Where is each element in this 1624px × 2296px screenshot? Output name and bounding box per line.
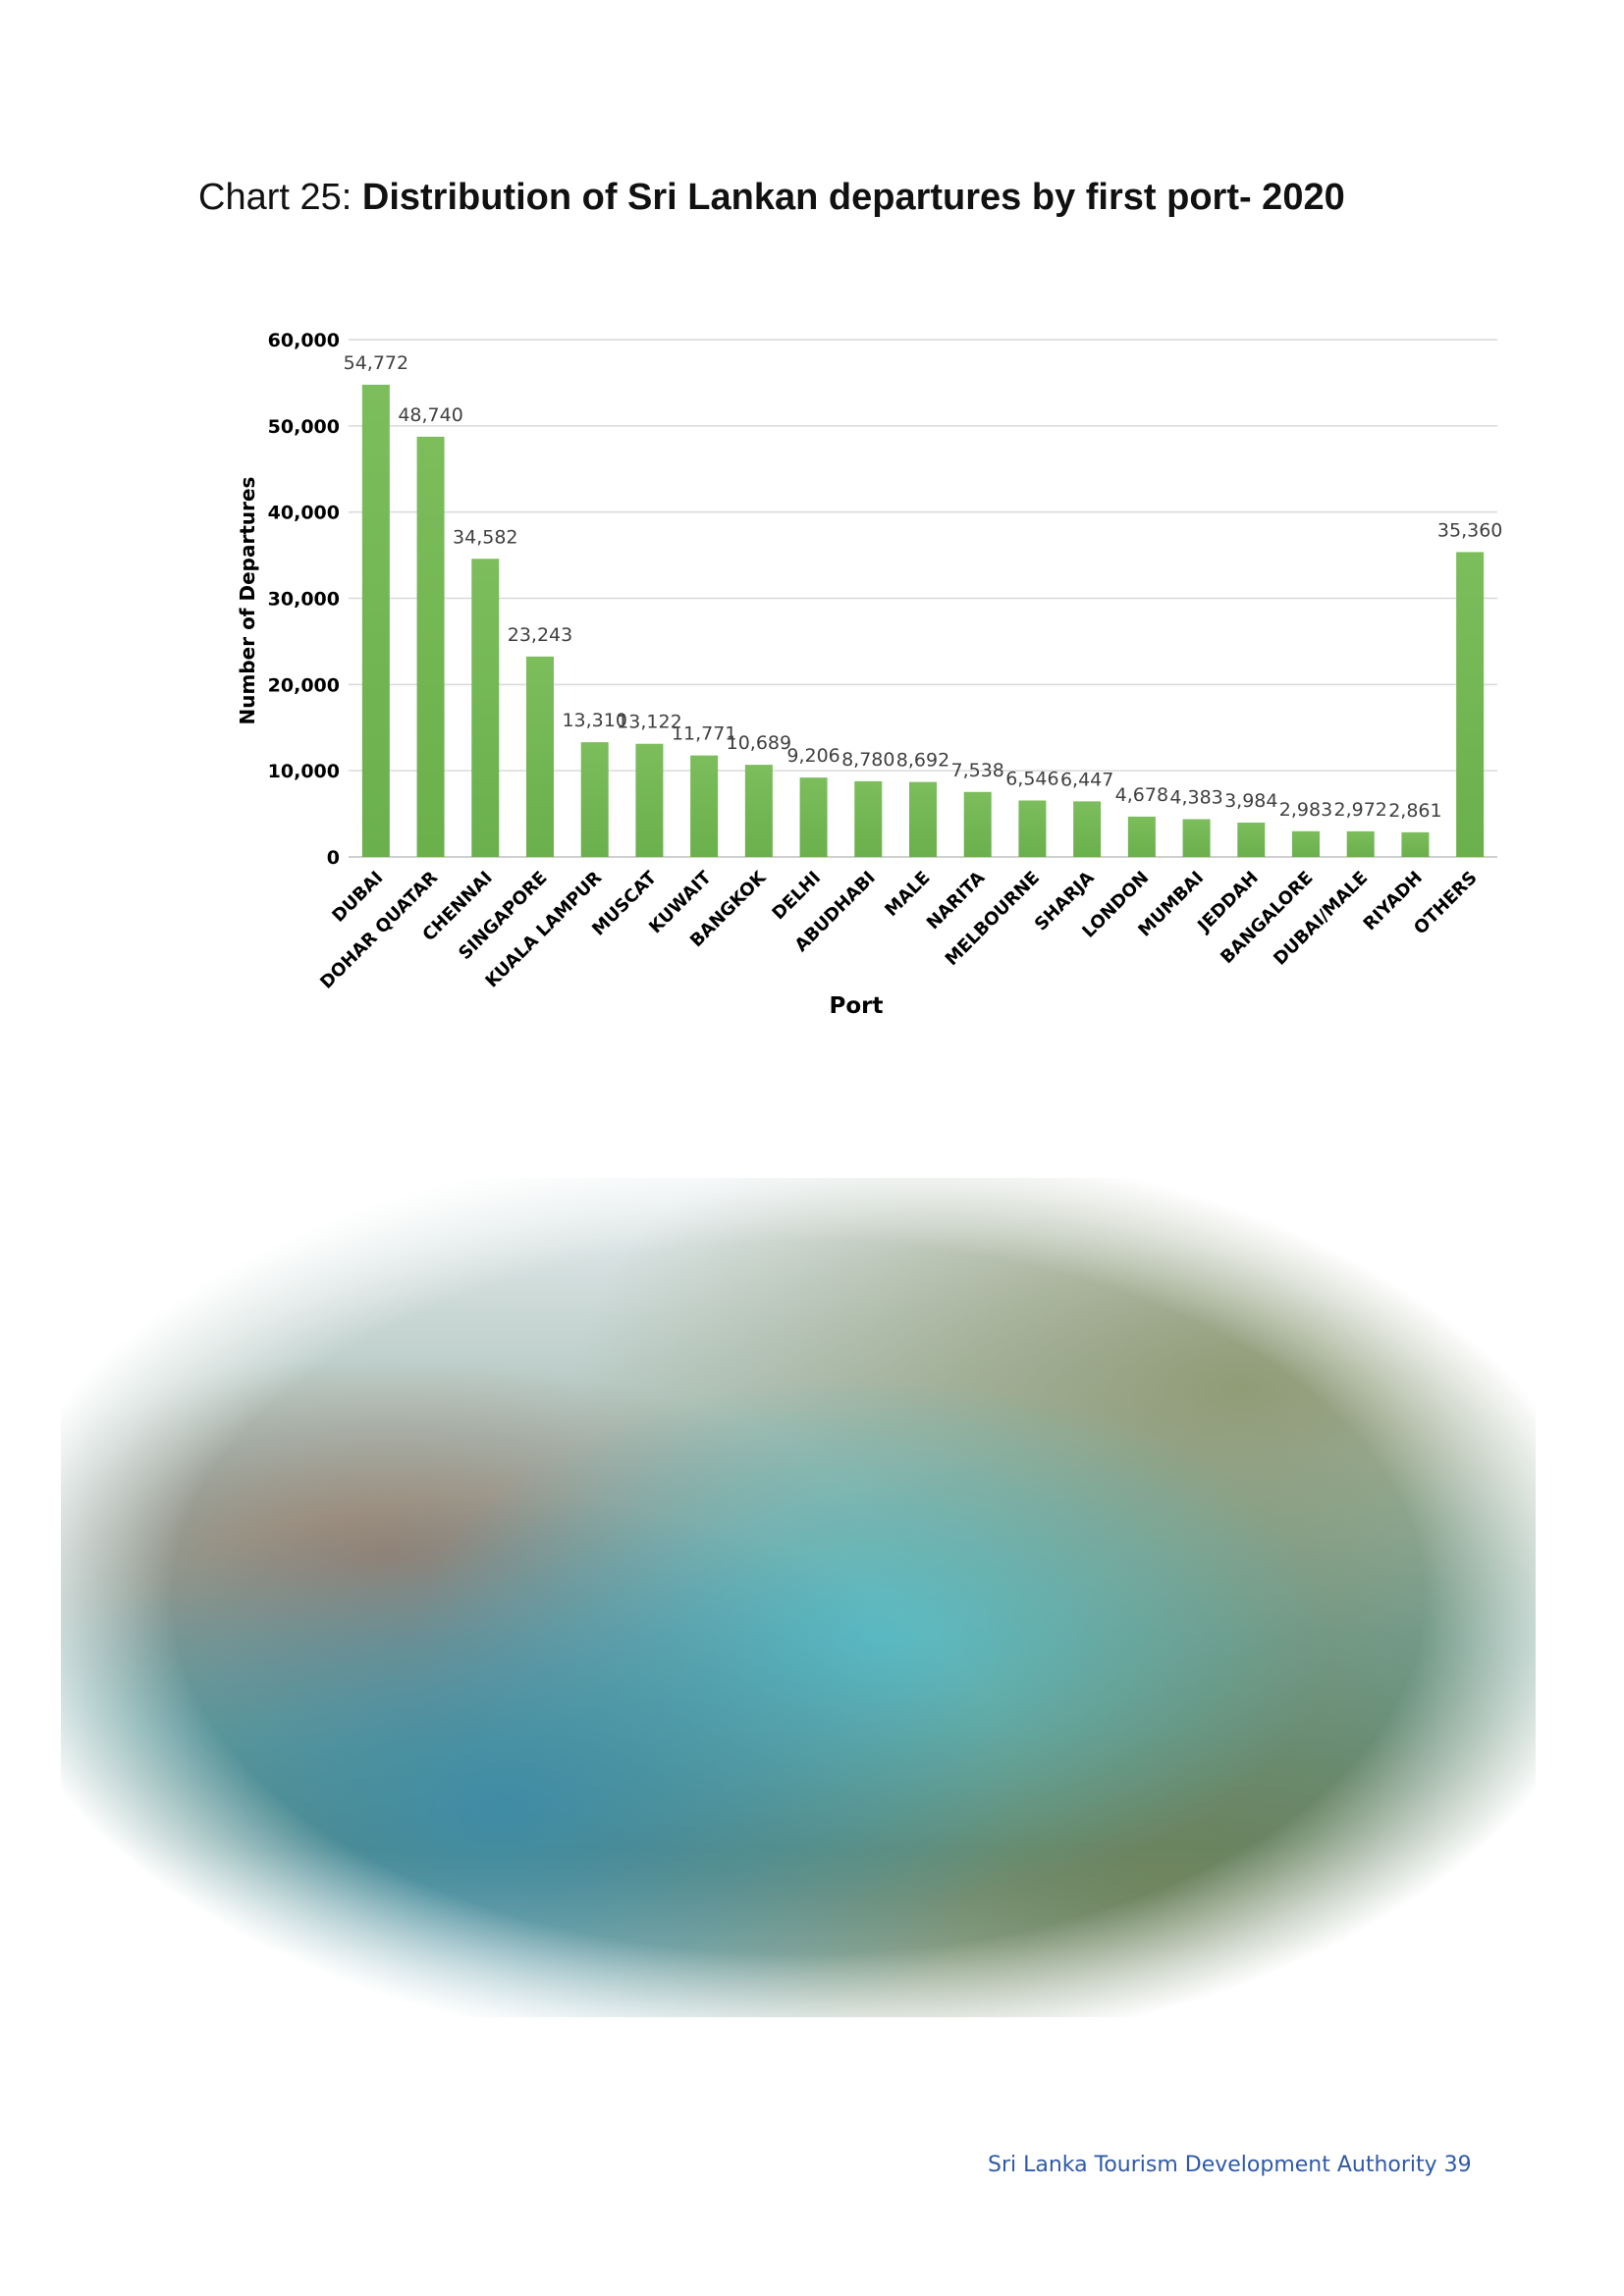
bar [1346, 830, 1375, 857]
bar [471, 559, 500, 857]
value-label: 13,310 [562, 710, 626, 731]
value-label: 11,771 [672, 723, 736, 745]
value-label: 9,206 [786, 745, 839, 767]
y-tick-label: 20,000 [268, 674, 340, 696]
y-tick-label: 40,000 [268, 503, 340, 524]
x-tick-label: MELBOURNE [942, 868, 1044, 970]
x-axis-label: Port [830, 993, 884, 1019]
y-tick-label: 0 [327, 847, 340, 869]
bar [690, 755, 719, 857]
y-tick-label: 30,000 [268, 589, 340, 611]
value-label: 10,689 [727, 732, 791, 754]
x-tick-label: MALE [881, 868, 934, 921]
bar [744, 765, 773, 857]
value-label: 34,582 [453, 526, 517, 548]
bar [963, 791, 992, 857]
y-axis-label: Number of Departures [236, 477, 259, 725]
bars [361, 384, 1485, 857]
value-label: 54,772 [344, 352, 408, 374]
bar [580, 742, 609, 857]
bar [1127, 816, 1156, 857]
bar [799, 777, 828, 857]
bar [526, 656, 554, 857]
chart-heading: Chart 25: Distribution of Sri Lankan dep… [198, 177, 1345, 219]
value-label: 13,122 [617, 712, 681, 733]
value-labels: 54,772 48,740 34,582 23,243 13,31013,12211,7… [344, 352, 1503, 822]
bar [361, 384, 390, 857]
value-label: 48,740 [398, 404, 462, 426]
value-label: 2,972 [1334, 799, 1387, 821]
y-tick-label: 60,000 [268, 330, 340, 351]
bar [416, 436, 445, 857]
value-label: 2,983 [1279, 799, 1332, 821]
value-label: 6,546 [1005, 769, 1058, 790]
value-label: 4,678 [1115, 784, 1168, 806]
y-tick-label: 50,000 [268, 416, 340, 438]
bar [909, 781, 937, 857]
chart-heading-title: Distribution of Sri Lankan departures by… [361, 177, 1345, 218]
bar [635, 743, 664, 857]
bar-chart: 0 10,000 20,000 30,000 40,000 50,000 60,000 54… [236, 330, 1503, 1019]
value-label: 7,538 [951, 760, 1004, 781]
page-footer: Sri Lanka Tourism Development Authority … [988, 2153, 1472, 2177]
gridlines [349, 339, 1497, 858]
bar [1401, 831, 1430, 857]
value-label: 8,780 [841, 749, 894, 771]
harbour-photo [61, 1178, 1536, 2017]
value-label: 35,360 [1437, 519, 1502, 541]
chart-heading-prefix: Chart 25: [198, 177, 362, 218]
bar [1018, 800, 1047, 857]
value-label: 2,861 [1388, 800, 1441, 822]
bar [854, 780, 883, 857]
y-tick-labels: 0 10,000 20,000 30,000 40,000 50,000 60,000 [268, 330, 340, 869]
value-label: 6,447 [1060, 769, 1113, 790]
value-label: 3,984 [1224, 790, 1277, 812]
bar [1073, 801, 1102, 857]
bar [1456, 552, 1485, 857]
value-label: 4,383 [1169, 787, 1222, 809]
bar [1292, 830, 1320, 857]
y-tick-label: 10,000 [268, 761, 340, 782]
value-label: 23,243 [508, 624, 572, 646]
bar [1237, 823, 1266, 857]
x-tick-label: DUBAI/MALE [1270, 868, 1372, 970]
value-label: 8,692 [896, 750, 949, 772]
bar [1182, 819, 1211, 857]
